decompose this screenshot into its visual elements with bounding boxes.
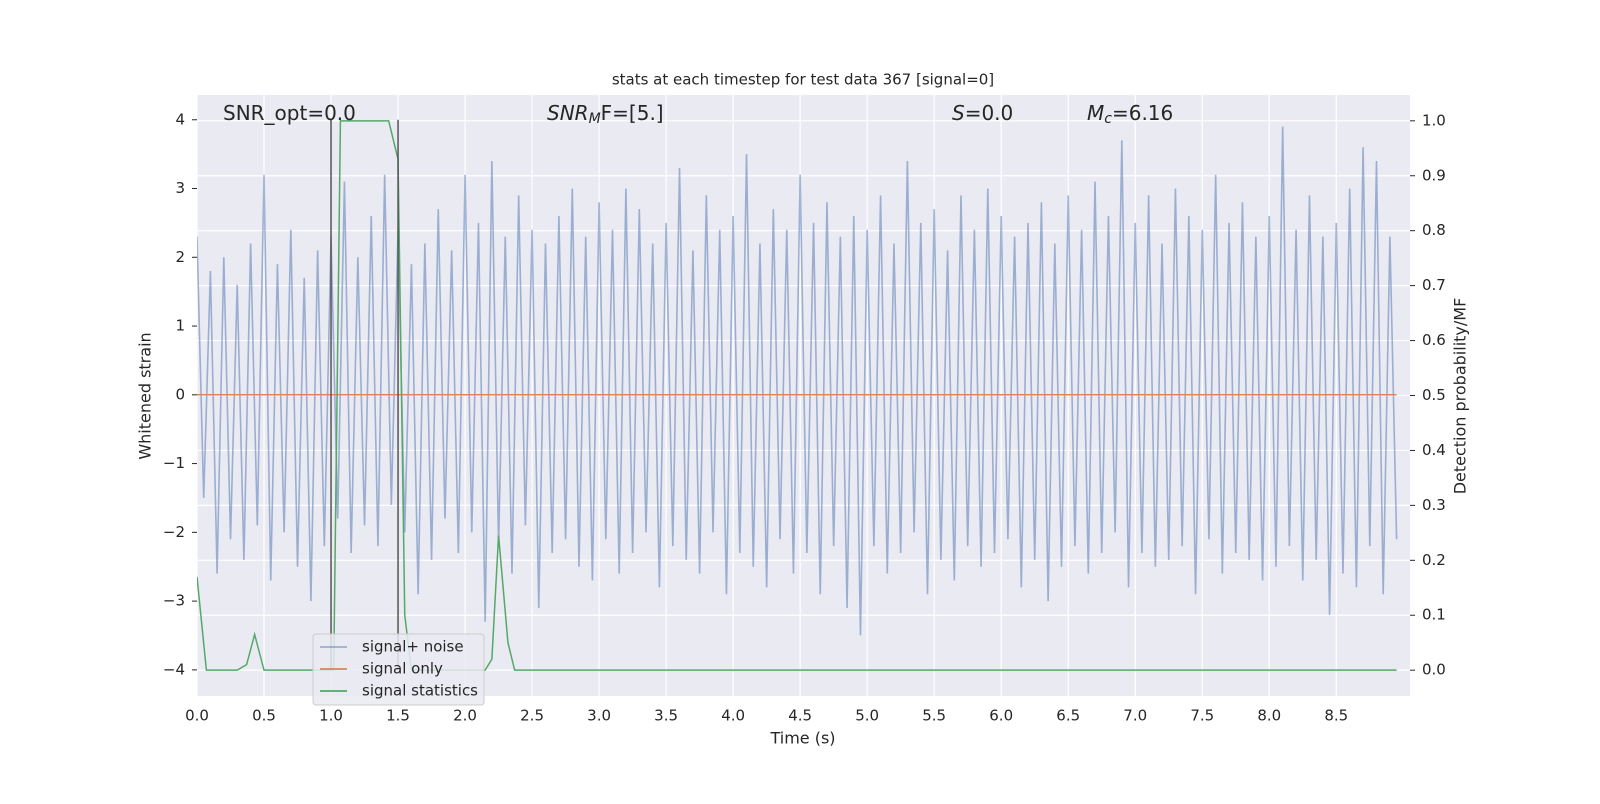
annotation-part: c <box>1104 111 1112 127</box>
y-tick-label: 2 <box>175 248 185 266</box>
annotation-part: SNR <box>547 101 589 125</box>
legend-label: signal only <box>362 660 443 678</box>
x-tick-label: 7.0 <box>1123 707 1147 725</box>
x-tick-label: 1.0 <box>319 707 343 725</box>
y2-tick-label: 0.4 <box>1422 441 1446 459</box>
y2-tick-label: 0.2 <box>1422 551 1446 569</box>
y2-tick-label: 0.7 <box>1422 276 1446 294</box>
annotation-part: F=[5.] <box>601 101 664 125</box>
legend-box <box>312 633 485 706</box>
x-tick-label: 5.0 <box>855 707 879 725</box>
annotation: S=0.0 <box>952 101 1013 125</box>
annotation-part: M <box>589 111 601 127</box>
legend-label: signal statistics <box>362 682 478 700</box>
x-axis-label: Time (s) <box>769 729 835 748</box>
x-tick-label: 3.0 <box>587 707 611 725</box>
annotation: Mc=6.16 <box>1087 101 1173 128</box>
y-tick-label: −2 <box>163 523 185 541</box>
x-tick-label: 6.5 <box>1056 707 1080 725</box>
y2-tick-label: 1.0 <box>1422 111 1446 129</box>
x-tick-label: 4.5 <box>788 707 812 725</box>
x-tick-label: 0.5 <box>252 707 276 725</box>
annotation-part: =6.16 <box>1112 101 1173 125</box>
series-line <box>197 120 1397 671</box>
y-tick-label: −3 <box>163 592 185 610</box>
x-tick-label: 8.5 <box>1324 707 1348 725</box>
y2-axis-label: Detection probability/MF <box>1451 298 1470 495</box>
annotation-part: SNR_opt=0.0 <box>223 101 356 125</box>
x-tick-label: 2.0 <box>453 707 477 725</box>
x-tick-label: 2.5 <box>520 707 544 725</box>
legend-label: signal+ noise <box>362 638 464 656</box>
y-tick-label: 1 <box>175 317 185 335</box>
y2-tick-label: 0.6 <box>1422 331 1446 349</box>
series-line <box>197 126 1398 636</box>
y2-tick-label: 0.5 <box>1422 386 1446 404</box>
x-tick-label: 3.5 <box>654 707 678 725</box>
y-tick-label: 4 <box>175 110 185 128</box>
chart-title: stats at each timestep for test data 367… <box>612 71 994 89</box>
y2-tick-label: 0.1 <box>1422 606 1446 624</box>
y-tick-label: −1 <box>163 454 185 472</box>
y2-tick-label: 0.0 <box>1422 661 1446 679</box>
y-axis-label: Whitened strain <box>136 332 155 459</box>
x-tick-label: 6.0 <box>989 707 1013 725</box>
y2-tick-label: 0.8 <box>1422 221 1446 239</box>
annotation: SNR_opt=0.0 <box>223 101 356 125</box>
annotation-part: M <box>1087 101 1104 125</box>
y-tick-label: 0 <box>175 385 185 403</box>
y2-tick-label: 0.3 <box>1422 496 1446 514</box>
annotation-part: =0.0 <box>965 101 1014 125</box>
annotation-part: S <box>952 101 965 125</box>
y2-tick-label: 0.9 <box>1422 166 1446 184</box>
y-tick-label: 3 <box>175 179 185 197</box>
x-tick-label: 7.5 <box>1190 707 1214 725</box>
y-tick-label: −4 <box>163 660 185 678</box>
x-tick-label: 4.0 <box>721 707 745 725</box>
x-tick-label: 5.5 <box>922 707 946 725</box>
x-tick-label: 1.5 <box>386 707 410 725</box>
annotation: SNRMF=[5.] <box>547 101 664 128</box>
x-tick-label: 0.0 <box>185 707 209 725</box>
x-tick-label: 8.0 <box>1257 707 1281 725</box>
